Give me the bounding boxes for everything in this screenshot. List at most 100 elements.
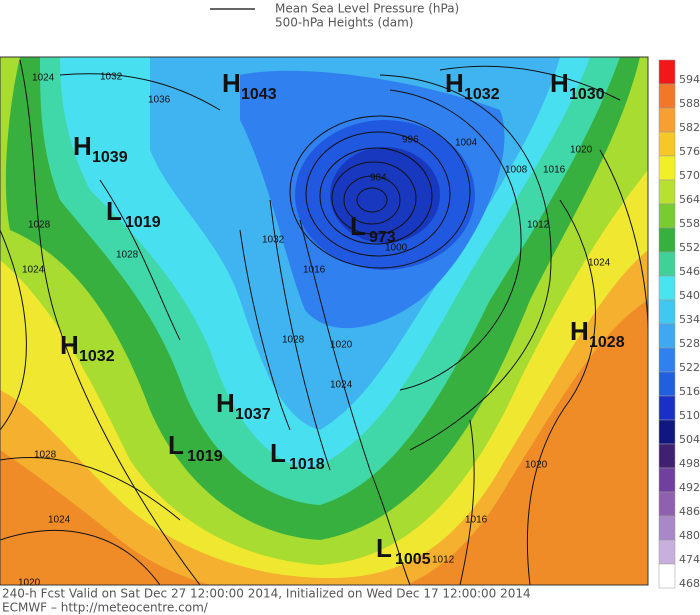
colorbar-swatch	[658, 395, 676, 421]
colorbar-label: 510	[679, 409, 700, 422]
contour-label: 1028	[282, 335, 305, 346]
colorbar-swatch	[658, 323, 676, 349]
center-value: 1019	[125, 214, 161, 231]
contour-label: 1020	[525, 460, 548, 471]
colorbar-label: 528	[679, 337, 700, 350]
contour-label: 1028	[28, 220, 51, 231]
legend-label: 500-hPa Heights (dam)	[275, 16, 413, 30]
colorbar-swatch	[658, 491, 676, 517]
center-letter: H	[60, 330, 79, 360]
colorbar-label: 546	[679, 265, 700, 278]
center-letter: H	[570, 316, 589, 346]
contour-label: 1016	[543, 165, 566, 176]
colorbar-label: 534	[679, 313, 700, 326]
center-value: 1032	[79, 348, 115, 365]
colorbar-label: 486	[679, 505, 700, 518]
colorbar-label: 558	[679, 217, 700, 230]
center-letter: L	[270, 438, 286, 468]
center-letter: L	[376, 533, 392, 563]
center-letter: H	[73, 131, 92, 161]
center-value: 1005	[395, 551, 431, 568]
contour-label: 1024	[48, 515, 71, 526]
map-frame	[0, 56, 649, 586]
colorbar-label: 552	[679, 241, 700, 254]
colorbar-label: 564	[679, 193, 700, 206]
center-value: 973	[369, 229, 396, 246]
colorbar-label: 498	[679, 457, 700, 470]
contour-label: 1024	[22, 265, 45, 276]
footer-text: 240-h Fcst Valid on Sat Dec 27 12:00:00 …	[2, 587, 531, 601]
colorbar-label: 474	[679, 553, 700, 566]
colorbar-swatch	[658, 515, 676, 541]
contour-label: 1020	[570, 145, 593, 156]
center-value: 1037	[235, 406, 271, 423]
contour-label: 1020	[330, 340, 353, 351]
center-value: 1043	[241, 86, 277, 103]
contour-label: 984	[370, 173, 387, 184]
colorbar-label: 492	[679, 481, 700, 494]
colorbar-swatch	[658, 539, 676, 565]
center-letter: L	[350, 211, 366, 241]
colorbar-label: 480	[679, 529, 700, 542]
colorbar-label: 516	[679, 385, 700, 398]
footer-text: ECMWF – http://meteocentre.com/	[2, 601, 209, 615]
contour-label: 1016	[465, 515, 488, 526]
colorbar-swatch	[658, 299, 676, 325]
colorbar-swatch	[658, 59, 676, 85]
contour-label: 1004	[455, 138, 478, 149]
center-value: 1018	[289, 456, 325, 473]
center-value: 1028	[589, 334, 625, 351]
contour-label: 1024	[32, 73, 55, 84]
contour-label: 996	[402, 135, 419, 146]
contours	[0, 59, 648, 585]
colorbar-label: 594	[679, 73, 700, 86]
colorbar-swatch	[658, 419, 676, 445]
colorbar-label: 582	[679, 121, 700, 134]
colorbar-label: 504	[679, 433, 700, 446]
contour-label: 1016	[303, 265, 326, 276]
colorbar-swatch	[658, 203, 676, 229]
colorbar-swatch	[658, 275, 676, 301]
contour-label: 1036	[148, 95, 171, 106]
center-letter: H	[550, 68, 569, 98]
colorbar-swatch	[658, 371, 676, 397]
center-letter: H	[222, 68, 241, 98]
contour-label: 1012	[527, 220, 550, 231]
colorbar-swatch	[658, 251, 676, 277]
colorbar-swatch	[658, 131, 676, 157]
contour-label: 1028	[116, 250, 139, 261]
center-value: 1030	[569, 86, 605, 103]
center-letter: H	[445, 68, 464, 98]
colorbar-swatch	[658, 347, 676, 373]
colorbar-swatch	[658, 179, 676, 205]
contour-label: 1028	[34, 450, 57, 461]
contour-label: 1012	[432, 555, 455, 566]
colorbar-label: 468	[679, 577, 700, 590]
contour-label: 1032	[262, 235, 285, 246]
center-letter: L	[168, 430, 184, 460]
contour-label: 1020	[18, 578, 41, 589]
center-value: 1019	[187, 448, 223, 465]
colorbar-swatch	[658, 443, 676, 469]
contour-label: 1032	[100, 72, 123, 83]
contour-label: 1024	[330, 380, 353, 391]
contour-label: 1000	[385, 243, 408, 254]
colorbar-label: 576	[679, 145, 700, 158]
map-fill	[0, 57, 648, 585]
contour-label: 1024	[588, 258, 611, 269]
legend-label: Mean Sea Level Pressure (hPa)	[275, 2, 459, 16]
center-value: 1032	[464, 86, 500, 103]
colorbar: 594 588 582 576 570 564 558 552 546 540 534 528 522 5…	[658, 59, 700, 590]
center-letter: H	[216, 388, 235, 418]
colorbar-label: 588	[679, 97, 700, 110]
colorbar-swatch	[658, 107, 676, 133]
colorbar-label: 540	[679, 289, 700, 302]
contour-label: 1008	[505, 165, 528, 176]
colorbar-swatch	[658, 563, 676, 589]
colorbar-swatch	[658, 155, 676, 181]
contour-labels: 1024 1032 1036 1028 1024 1028 1028 1024 …	[18, 72, 611, 589]
colorbar-label: 522	[679, 361, 700, 374]
center-letter: L	[106, 196, 122, 226]
